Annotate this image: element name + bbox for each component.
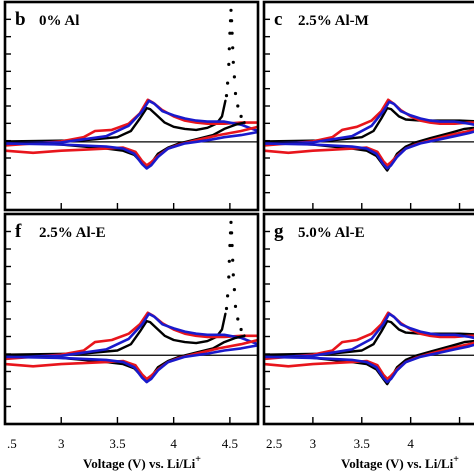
series-blue-6: [5, 344, 258, 384]
series-blue-6: [5, 130, 258, 170]
axis-labels: Voltage (V) vs. Li/Li+ Voltage (V) vs. L…: [83, 454, 459, 471]
data-point: [230, 231, 234, 235]
panel-letter: b: [15, 9, 26, 30]
panel-f: f 2.5% Al-E .5 3 3.5 4 4.5: [3, 212, 260, 451]
data-point: [231, 60, 235, 64]
data-point: [226, 81, 230, 85]
data-point: [227, 62, 231, 66]
series-red-4: [264, 341, 474, 381]
panel-title: 2.5% Al-M: [298, 13, 369, 29]
panel-title: 5.0% Al-E: [298, 225, 365, 241]
panel-letter: f: [15, 221, 22, 242]
data-point: [226, 294, 230, 298]
x-tick-label: 2.5: [266, 436, 282, 451]
series-blue-3: [5, 312, 258, 359]
x-tick-label: 4: [407, 436, 414, 451]
data-point: [233, 91, 238, 96]
data-point: [224, 306, 229, 311]
panels: b 0% Al c 2.5% Al-M f 2.5% Al-E .5 3 3.5 4 4.5 g 5.0…: [3, 0, 474, 451]
series-black-4: [5, 334, 246, 384]
x-tick-label: 4.5: [222, 436, 238, 451]
plot-area: [264, 18, 474, 210]
data-point: [227, 259, 231, 263]
series-blue-5: [264, 343, 474, 384]
series-black-0: [5, 99, 227, 143]
series-red-5: [5, 125, 258, 167]
series-red-4: [264, 128, 474, 167]
panel-b: b 0% Al: [3, 0, 260, 212]
x-tick-label: 3: [58, 436, 65, 451]
data-point: [224, 94, 229, 98]
data-point: [232, 75, 236, 79]
panel-c: c 2.5% Al-M: [262, 0, 474, 212]
series-red-5: [5, 338, 258, 381]
x-tick-label: .5: [7, 436, 17, 451]
data-point: [230, 31, 234, 35]
panel-frame: [3, 212, 260, 426]
data-point: [236, 104, 240, 108]
x-axis-label-right: Voltage (V) vs. Li/Li+: [341, 454, 459, 471]
panel-letter: g: [274, 221, 284, 242]
x-tick-label: 4: [170, 436, 177, 451]
data-point: [229, 8, 233, 12]
panel-g: g 5.0% Al-E 2.5 3 3.5 4: [262, 212, 474, 451]
x-tick-label: 3.5: [109, 436, 125, 451]
data-point: [236, 317, 240, 321]
data-point: [230, 19, 234, 23]
panel-frame: [3, 0, 260, 212]
data-point: [239, 327, 243, 332]
data-point: [239, 114, 243, 118]
plot-area: [5, 220, 258, 424]
series-blue-3: [5, 99, 258, 145]
series-blue-2: [264, 312, 474, 359]
x-tick-label: 3: [310, 436, 317, 451]
panel-frame: [262, 212, 474, 426]
series-blue-2: [264, 100, 474, 145]
data-point: [231, 258, 235, 262]
data-point: [229, 220, 233, 224]
data-point: [232, 288, 236, 292]
panel-frame: [262, 0, 474, 212]
series-black-4: [5, 121, 246, 170]
panel-letter: c: [274, 9, 282, 30]
series-blue-5: [264, 130, 474, 170]
data-point: [231, 46, 235, 50]
data-point: [227, 275, 231, 279]
x-axis-label-left: Voltage (V) vs. Li/Li+: [83, 454, 201, 471]
series-black-0: [5, 312, 227, 356]
data-point: [228, 31, 232, 35]
plot-area: [264, 230, 474, 424]
panel-title: 2.5% Al-E: [39, 225, 106, 241]
data-point: [233, 304, 238, 308]
x-tick-label: 3.5: [354, 436, 370, 451]
data-point: [227, 47, 231, 51]
plot-area: [5, 8, 258, 210]
data-point: [231, 273, 235, 277]
panel-title: 0% Al: [39, 13, 79, 29]
data-point: [228, 243, 232, 248]
data-point: [230, 243, 234, 248]
